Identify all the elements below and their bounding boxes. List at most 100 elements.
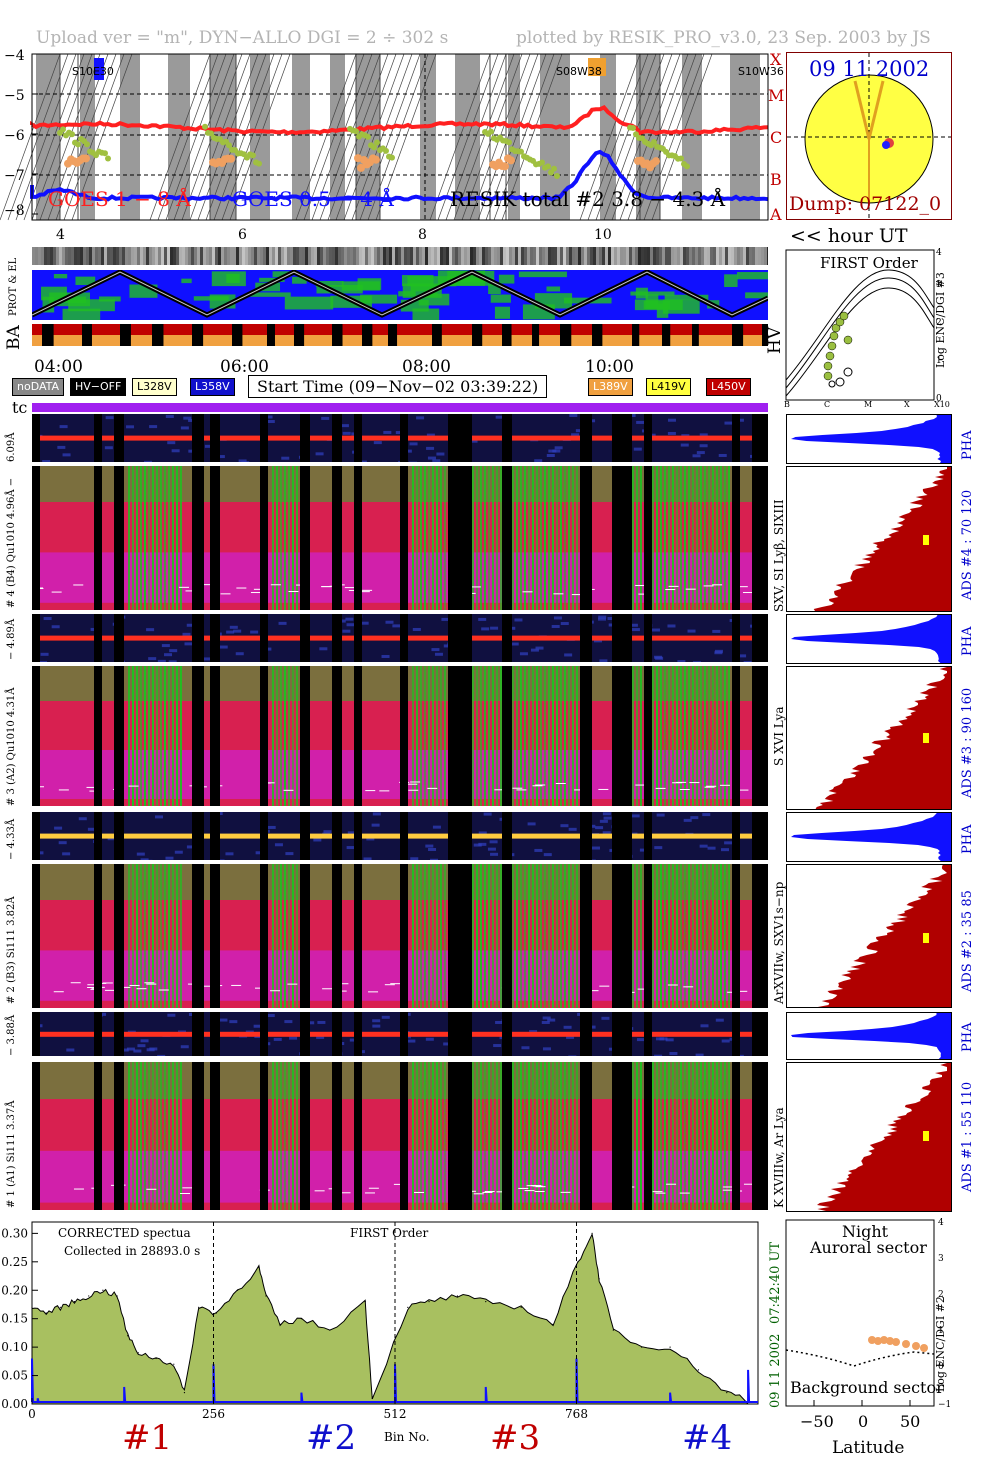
el-cell xyxy=(584,247,587,265)
el-cell xyxy=(578,247,581,265)
el-cell xyxy=(392,247,395,265)
spec-stripe xyxy=(668,666,670,806)
pha-noise xyxy=(346,623,355,627)
data-gap xyxy=(114,666,124,806)
data-gap xyxy=(448,1012,472,1056)
el-cell xyxy=(419,247,422,265)
el-cell xyxy=(479,247,482,265)
pha-noise xyxy=(431,648,440,652)
data-gap xyxy=(400,1012,408,1056)
ch2-spec-label: # 2 (B3) Si111 3.82Å xyxy=(6,896,17,1004)
pha-noise xyxy=(607,617,616,621)
pha-noise xyxy=(718,453,727,457)
spec-stripe xyxy=(712,864,714,1008)
spec-stripe xyxy=(500,666,502,806)
latitude-plot xyxy=(785,1219,935,1407)
el-cell xyxy=(638,247,641,265)
spec-stripe xyxy=(564,466,566,610)
first-order-ytick: 2 xyxy=(936,318,942,328)
el-cell xyxy=(569,247,572,265)
data-gap xyxy=(448,414,472,462)
pha-noise xyxy=(78,817,87,821)
pha-noise xyxy=(521,1046,530,1050)
prot-patch xyxy=(401,275,434,287)
spec-stripe xyxy=(520,864,522,1008)
spectrogram-image xyxy=(32,614,768,662)
ba-gap xyxy=(388,324,398,346)
pha-noise xyxy=(126,425,135,429)
prot-patch xyxy=(494,306,511,319)
latitude-ylabel: Log ENC/DGI #2 xyxy=(934,1296,947,1392)
spec-stripe xyxy=(284,466,286,610)
spec-stripe xyxy=(472,1062,474,1210)
el-cell xyxy=(722,247,725,265)
spec-stripe xyxy=(536,466,538,610)
spec-stripe xyxy=(636,1062,638,1210)
pha-noise xyxy=(149,1047,158,1051)
night-band xyxy=(292,54,310,220)
el-cell xyxy=(725,247,728,265)
pha-noise xyxy=(226,630,235,634)
ba-hv-row xyxy=(32,324,768,335)
resik-point xyxy=(371,144,377,151)
data-gap xyxy=(580,864,592,1008)
spec-stripe xyxy=(496,864,498,1008)
pha-noise xyxy=(721,1039,730,1043)
pha-noise xyxy=(667,418,676,422)
pha-noise xyxy=(712,629,721,633)
legend-resik-total: RESIK total #2 3.8 − 4.3 Å xyxy=(450,187,726,211)
ba-strip xyxy=(32,324,768,346)
data-gap xyxy=(32,1012,40,1056)
el-cell xyxy=(767,247,768,265)
el-cell xyxy=(179,247,182,265)
latitude-xtick: 50 xyxy=(900,1412,921,1431)
el-cell xyxy=(755,247,758,265)
data-gap xyxy=(300,1012,310,1056)
spec-white-streak xyxy=(638,593,649,595)
channel-label-3: #3 xyxy=(490,1418,541,1458)
spec-white-streak xyxy=(70,982,81,984)
spec-white-streak xyxy=(104,989,115,991)
spec-white-streak xyxy=(518,1187,529,1189)
spec-white-streak xyxy=(494,789,505,791)
spec-stripe xyxy=(540,864,542,1008)
resik-point xyxy=(102,150,108,157)
data-gap xyxy=(94,864,102,1008)
el-cell xyxy=(671,247,674,265)
pha-noise xyxy=(306,1021,315,1025)
el-cell xyxy=(737,247,740,265)
spec-white-streak xyxy=(667,984,678,986)
spec-stripe xyxy=(476,864,478,1008)
data-gap xyxy=(612,812,632,860)
pha-noise xyxy=(469,439,478,443)
pha-noise xyxy=(126,1047,135,1051)
pha-noise xyxy=(392,624,401,628)
data-gap xyxy=(354,614,362,662)
spec-stripe xyxy=(560,1062,562,1210)
spectrum-point xyxy=(237,1289,239,1291)
spec-stripe xyxy=(688,466,690,610)
el-cell xyxy=(545,247,548,265)
ch4-pha-label: 6.09Å xyxy=(6,432,17,463)
el-cell xyxy=(104,247,107,265)
pha-noise xyxy=(167,1013,176,1017)
spec-stripe xyxy=(296,466,298,610)
el-cell xyxy=(281,247,284,265)
spectra-date: 09 11 2002 xyxy=(768,1333,783,1408)
el-cell xyxy=(380,247,383,265)
data-gap xyxy=(260,466,268,610)
legend-goes-05-4: GOES 0.5 − 4 Å xyxy=(232,187,394,211)
el-cell xyxy=(329,247,332,265)
spec-white-streak xyxy=(340,1192,351,1194)
pha-noise xyxy=(358,460,367,462)
spec-stripe xyxy=(432,1062,434,1210)
ch2-lines: ArXVIIw, SXV1s−np xyxy=(772,881,786,1004)
prot-patch xyxy=(53,273,68,279)
pha-distribution xyxy=(791,1013,951,1059)
pha-noise xyxy=(591,846,600,850)
spec-stripe xyxy=(148,1062,150,1210)
spec-stripe xyxy=(528,666,530,806)
ch1-spec-label: # 1 (A1) Si111 3.37Å xyxy=(6,1100,17,1208)
spec-stripe xyxy=(572,1062,574,1210)
pha-noise xyxy=(714,649,723,653)
